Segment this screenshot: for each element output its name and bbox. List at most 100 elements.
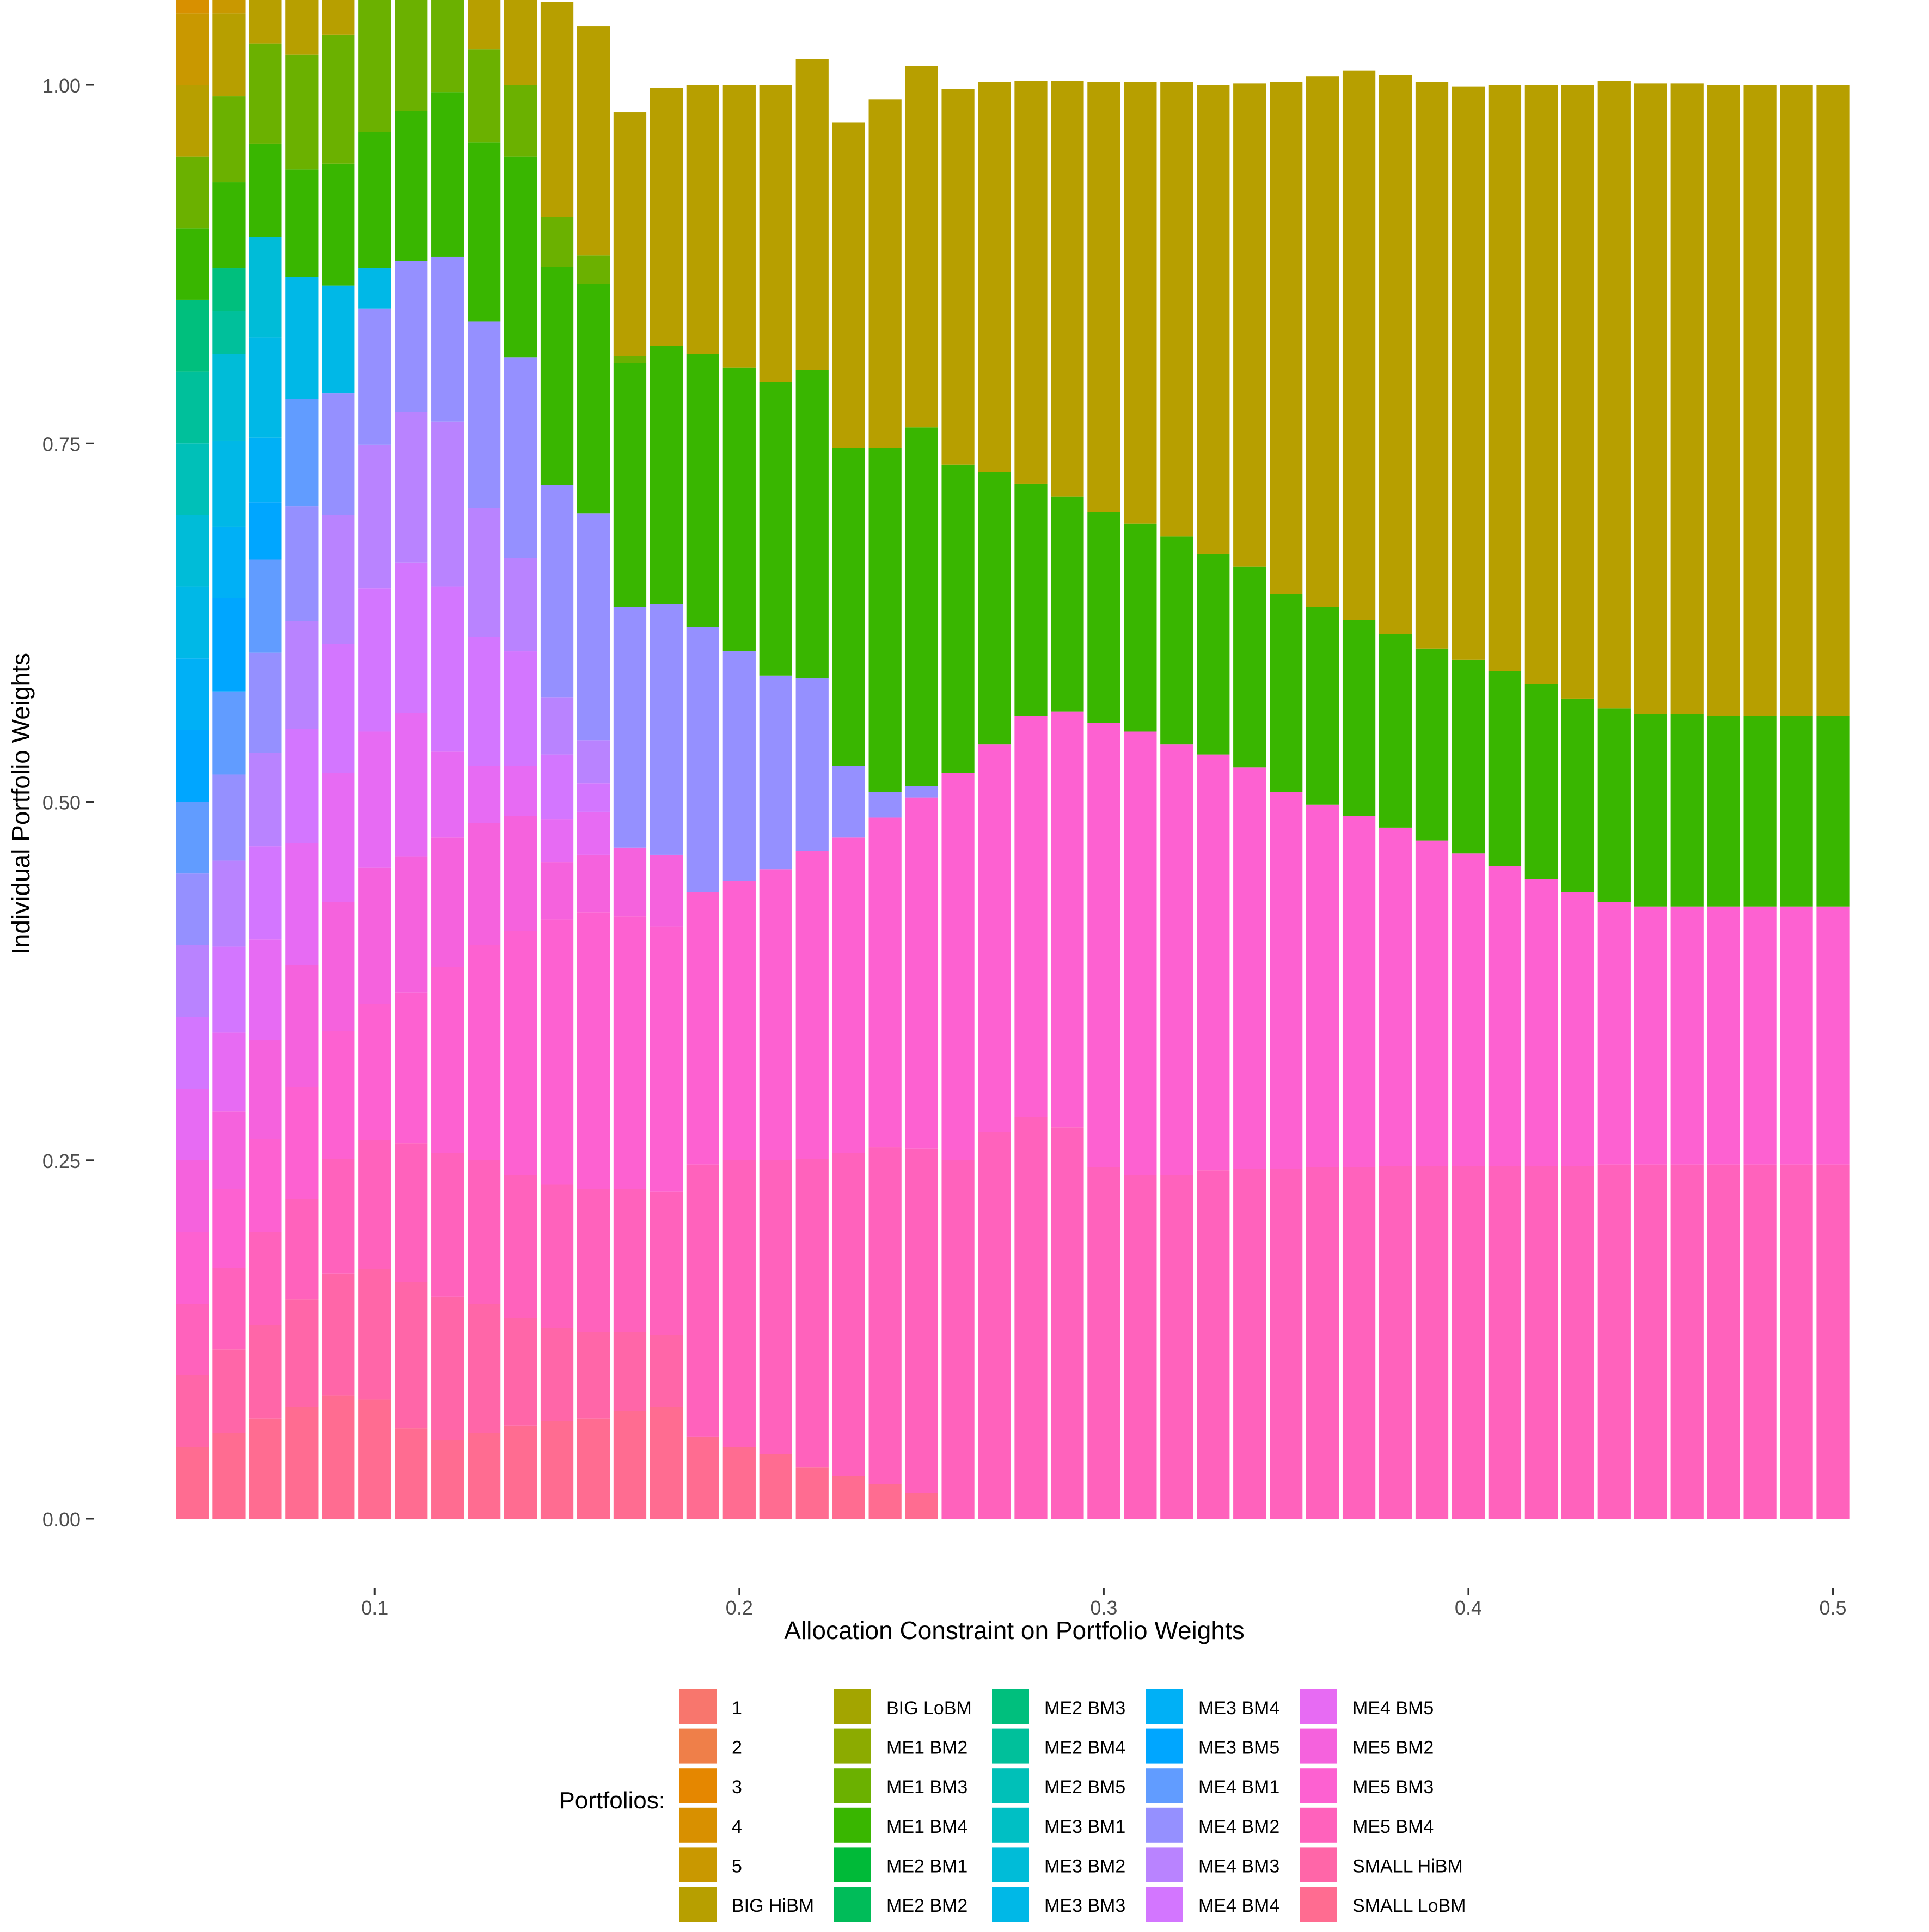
bar-segment-me3-bm5-x0.05 — [176, 730, 209, 802]
bar-segment-me4-bm3-x0.15 — [540, 697, 574, 755]
legend-item: ME5 BM4 — [1300, 1807, 1434, 1843]
bar-segment-me2-bm4-x0.05 — [176, 371, 209, 444]
bar-segment-me1-bm4-x0.27 — [978, 472, 1011, 745]
bar-segment-me5-bm4-x0.49 — [1780, 1164, 1813, 1519]
y-tick-label: 0.25 — [42, 1150, 81, 1172]
bar-segment-big-hibm-x0.35 — [1270, 82, 1303, 594]
bar-segment-me5-bm3-x0.27 — [978, 744, 1011, 1132]
bar-segment-me1-bm4-x0.45 — [1634, 714, 1667, 907]
legend-swatch — [1300, 1807, 1337, 1843]
bar-segment-big-hibm-x0.07 — [249, 0, 282, 44]
bar-segment-big-hibm-x0.43 — [1561, 85, 1594, 699]
bar-segment-me5-bm2-x0.08 — [285, 965, 319, 1087]
bar-segment-me5-bm4-x0.21 — [759, 1160, 792, 1454]
bar-segment-4-x0.05 — [176, 0, 209, 14]
bar-segment-me5-bm4-x0.23 — [832, 1153, 865, 1476]
legend-swatch — [1300, 1689, 1337, 1724]
bar-segment-big-hibm-x0.5 — [1816, 85, 1850, 716]
bar-segment-me5-bm3-x0.29 — [1051, 711, 1084, 1128]
bar-segment-me1-bm4-x0.43 — [1561, 698, 1594, 892]
bar-segment-me4-bm4-x0.12 — [431, 586, 464, 752]
bar-segment-me4-bm5-x0.05 — [176, 1089, 209, 1160]
bar-segment-small-hibm-x0.07 — [249, 1325, 282, 1419]
bar-segment-me4-bm5-x0.09 — [322, 773, 355, 902]
bar-segment-me5-bm3-x0.22 — [795, 851, 829, 1159]
bar-segment-big-hibm-x0.16 — [577, 26, 610, 256]
bar-segment-me5-bm2-x0.09 — [322, 902, 355, 1031]
bar-segment-me1-bm4-x0.32 — [1160, 536, 1193, 745]
bar-segment-me5-bm2-x0.13 — [468, 823, 501, 945]
legend-swatch — [834, 1807, 871, 1843]
bar-segment-big-hibm-x0.15 — [540, 2, 574, 217]
bar-segment-me4-bm2-x0.11 — [395, 261, 428, 412]
bar-segment-me4-bm2-x0.24 — [868, 792, 902, 818]
bar-segment-me4-bm4-x0.07 — [249, 846, 282, 940]
bar-segment-big-hibm-x0.45 — [1634, 83, 1667, 714]
bar-segment-small-lobm-x0.06 — [212, 1433, 246, 1519]
bar-segment-small-hibm-x0.08 — [285, 1299, 319, 1407]
bar-segment-me5-bm2-x0.15 — [540, 862, 574, 920]
legend-swatch — [834, 1768, 871, 1803]
bar-segment-me5-bm2-x0.16 — [577, 854, 610, 913]
bar-segment-me1-bm4-x0.48 — [1743, 716, 1777, 907]
bar-segment-me5-bm3-x0.19 — [686, 892, 719, 1165]
bar-segment-me5-bm3-x0.14 — [504, 931, 537, 1175]
legend-swatch — [992, 1768, 1029, 1803]
bar-segment-me5-bm4-x0.22 — [795, 1159, 829, 1468]
bar-segment-me2-bm5-x0.05 — [176, 443, 209, 515]
bar-segment-me1-bm3-x0.09 — [322, 34, 355, 164]
bar-segment-small-lobm-x0.23 — [832, 1476, 865, 1519]
bar-segment-me4-bm3-x0.05 — [176, 945, 209, 1017]
legend-item: 1 — [679, 1689, 742, 1724]
legend-swatch — [834, 1689, 871, 1724]
legend-swatch — [679, 1728, 717, 1764]
bar-segment-me1-bm4-x0.17 — [613, 363, 647, 607]
bar-segment-me1-bm4-x0.06 — [212, 182, 246, 269]
bar-segment-me5-bm3-x0.5 — [1816, 906, 1850, 1165]
bar-segment-me4-bm2-x0.22 — [795, 678, 829, 851]
legend-item: ME4 BM2 — [1146, 1807, 1279, 1843]
bar-segment-me5-bm3-x0.49 — [1780, 906, 1813, 1165]
legend-item: ME2 BM4 — [992, 1728, 1125, 1764]
bar-segment-me5-bm4-x0.5 — [1816, 1164, 1850, 1519]
bar-segment-me5-bm4-x0.44 — [1597, 1164, 1631, 1519]
y-axis: 0.00 0.25 0.50 0.75 1.00 — [42, 75, 94, 1531]
legend-label: ME3 BM4 — [1198, 1698, 1279, 1719]
bar-segment-small-hibm-x0.16 — [577, 1332, 610, 1419]
bar-segment-me4-bm3-x0.06 — [212, 860, 246, 947]
legend-swatch — [1146, 1768, 1183, 1803]
y-tick-label: 1.00 — [42, 75, 81, 97]
bar-segment-small-lobm-x0.24 — [868, 1484, 902, 1519]
legend-label: ME1 BM2 — [886, 1738, 967, 1758]
bar-segment-me1-bm4-x0.41 — [1488, 671, 1522, 866]
bar-segment-me5-bm3-x0.06 — [212, 1189, 246, 1268]
bar-segment-me5-bm4-x0.31 — [1124, 1175, 1157, 1519]
legend-item: SMALL LoBM — [1300, 1887, 1466, 1922]
legend-swatch — [1300, 1847, 1337, 1882]
bar-segment-small-lobm-x0.08 — [285, 1407, 319, 1519]
bar-segment-me1-bm3-x0.07 — [249, 43, 282, 144]
bar-segment-me4-bm1-x0.08 — [285, 399, 319, 507]
bar-segment-small-lobm-x0.19 — [686, 1436, 719, 1519]
bar-segment-me5-bm4-x0.15 — [540, 1184, 574, 1328]
bar-segment-big-hibm-x0.49 — [1780, 85, 1813, 716]
legend-swatch — [679, 1887, 717, 1922]
bar-segment-me5-bm4-x0.35 — [1270, 1169, 1303, 1519]
bar-segment-me4-bm5-x0.07 — [249, 939, 282, 1040]
bar-segment-small-lobm-x0.16 — [577, 1418, 610, 1519]
bar-segment-me5-bm3-x0.43 — [1561, 892, 1594, 1166]
bar-segment-me3-bm5-x0.06 — [212, 598, 246, 692]
legend-item: ME1 BM4 — [834, 1807, 967, 1843]
legend-swatch — [1146, 1807, 1183, 1843]
legend-item: ME1 BM2 — [834, 1728, 967, 1764]
bar-segment-me1-bm4-x0.46 — [1670, 714, 1704, 907]
bar-segment-big-hibm-x0.18 — [650, 88, 683, 346]
legend-label: ME2 BM4 — [1044, 1738, 1125, 1758]
bar-segment-me1-bm4-x0.11 — [395, 111, 428, 261]
x-tick-label: 0.3 — [1090, 1597, 1117, 1619]
bar-segment-small-hibm-x0.06 — [212, 1349, 246, 1433]
bar-segment-me4-bm4-x0.05 — [176, 1017, 209, 1089]
bar-segment-big-hibm-x0.31 — [1124, 82, 1157, 524]
bar-segment-me5-bm4-x0.13 — [468, 1160, 501, 1304]
bar-segment-me4-bm2-x0.14 — [504, 357, 537, 558]
